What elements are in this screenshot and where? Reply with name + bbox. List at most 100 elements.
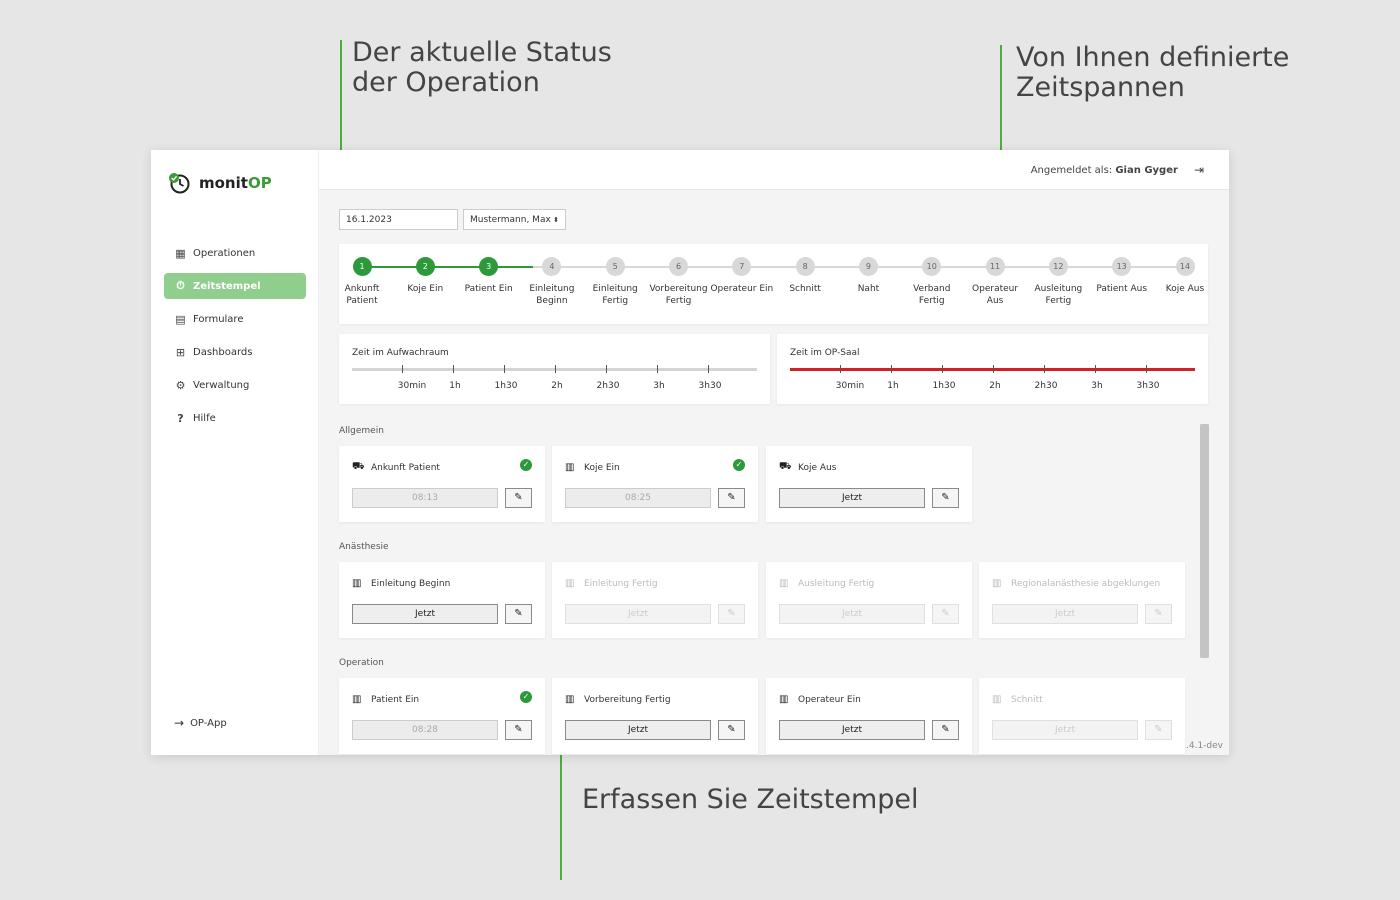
timestamp-card: ▥ Patient Ein ✓ 08:28 ✎ xyxy=(339,678,545,754)
timestamp-title: Koje Ein xyxy=(584,462,620,473)
timestamp-title: Operateur Ein xyxy=(798,694,861,705)
timestamp-card: ▥ Schnitt Jetzt ✎ xyxy=(979,678,1185,754)
sidebar-item-zeitstempel[interactable]: ⏱ Zeitstempel xyxy=(164,273,306,299)
calendar-icon: ▦ xyxy=(175,246,186,260)
building-icon: ▥ xyxy=(779,694,789,705)
section-label: Anästhesie xyxy=(339,542,389,552)
step-label: Koje Ein xyxy=(407,284,444,294)
sidebar: monitOP ▦ Operationen ⏱ Zeitstempel ▤ Fo… xyxy=(151,150,319,755)
op-app-link[interactable]: → OP-App xyxy=(174,716,227,730)
bed-icon: ⛟ xyxy=(779,461,792,472)
annotation-zeitspannen: Von Ihnen definierte Zeitspannen xyxy=(1016,43,1289,103)
timestamp-title: Regionalanästhesie abgeklungen xyxy=(1011,578,1161,589)
filters: Mustermann, Max ⬍ xyxy=(339,209,566,230)
stepper-track xyxy=(362,266,1185,268)
timestamp-card: ▥ Operateur Ein Jetzt ✎ xyxy=(766,678,972,754)
edit-icon: ✎ xyxy=(718,604,745,624)
axis-tick-label: 30min xyxy=(397,381,427,391)
building-icon: ▥ xyxy=(352,578,362,589)
timestamp-card-header: ▥ Vorbereitung Fertig xyxy=(565,694,671,705)
timestamp-card-header: ▥ Ausleitung Fertig xyxy=(779,578,874,589)
sidebar-item-label: Formulare xyxy=(193,313,244,325)
step-label: Patient Ein xyxy=(464,284,513,294)
step-11: 11 Operateur Aus xyxy=(963,257,1027,307)
axis-tick xyxy=(993,365,994,373)
date-input[interactable] xyxy=(339,209,458,230)
sidebar-item-formulare[interactable]: ▤ Formulare xyxy=(164,306,306,332)
step-label: Naht xyxy=(857,284,880,294)
check-icon: ✓ xyxy=(520,691,532,703)
edit-icon: ✎ xyxy=(1145,604,1172,624)
step-10: 10 Verband Fertig xyxy=(900,257,964,307)
step-number: 13 xyxy=(1112,257,1132,276)
now-button: Jetzt xyxy=(992,720,1138,740)
now-button: Jetzt xyxy=(992,604,1138,624)
now-button[interactable]: Jetzt xyxy=(779,488,925,508)
step-6: 6 Vorbereitung Fertig xyxy=(647,257,711,307)
sidebar-item-operationen[interactable]: ▦ Operationen xyxy=(164,240,306,266)
app-window: monitOP ▦ Operationen ⏱ Zeitstempel ▤ Fo… xyxy=(151,150,1229,755)
clock-logo-icon xyxy=(169,173,190,194)
step-number: 1 xyxy=(352,257,372,276)
axis-tick xyxy=(606,365,607,373)
patient-select[interactable]: Mustermann, Max ⬍ xyxy=(463,209,566,230)
timestamp-card: ⛟ Ankunft Patient ✓ 08:13 ✎ xyxy=(339,446,545,522)
question-icon: ? xyxy=(177,411,184,425)
axis-tick xyxy=(891,365,892,373)
edit-icon: ✎ xyxy=(1145,720,1172,740)
scrollbar-thumb[interactable] xyxy=(1200,424,1209,658)
timestamp-card-header: ▥ Operateur Ein xyxy=(779,694,861,705)
building-icon: ▥ xyxy=(992,578,1002,589)
time-span-aufwachraum: Zeit im Aufwachraum 30min 1h 1h30 2h 2h30 3h 3… xyxy=(339,334,770,404)
timestamp-value: 08:28 xyxy=(352,720,498,740)
annotation-line-status xyxy=(340,40,342,246)
edit-icon[interactable]: ✎ xyxy=(932,488,959,508)
building-icon: ▥ xyxy=(565,694,575,705)
sidebar-item-verwaltung[interactable]: ⚙ Verwaltung xyxy=(164,372,306,398)
edit-icon: ✎ xyxy=(932,604,959,624)
section-label: Allgemein xyxy=(339,426,384,436)
now-button[interactable]: Jetzt xyxy=(565,720,711,740)
axis-tick xyxy=(555,365,556,373)
axis-tick-label: 1h30 xyxy=(932,381,956,391)
timestamp-title: Patient Ein xyxy=(371,694,420,705)
timestamp-card-header: ▥ Schnitt xyxy=(992,694,1043,705)
step-3: 3 Patient Ein xyxy=(457,257,521,295)
edit-icon[interactable]: ✎ xyxy=(718,720,745,740)
step-number: 4 xyxy=(542,257,562,276)
edit-icon[interactable]: ✎ xyxy=(932,720,959,740)
axis-tick xyxy=(1146,365,1147,373)
timestamp-title: Ausleitung Fertig xyxy=(798,578,875,589)
axis-tick xyxy=(1095,365,1096,373)
axis-tick-label: 2h xyxy=(551,381,563,391)
sidebar-item-hilfe[interactable]: ? Hilfe xyxy=(164,405,306,431)
now-button[interactable]: Jetzt xyxy=(779,720,925,740)
step-number: 8 xyxy=(795,257,815,276)
building-icon: ▥ xyxy=(992,694,1002,705)
scrollbar[interactable] xyxy=(1200,424,1209,658)
form-icon: ▤ xyxy=(175,312,186,326)
now-button[interactable]: Jetzt xyxy=(352,604,498,624)
time-span-title: Zeit im Aufwachraum xyxy=(352,348,449,358)
edit-icon[interactable]: ✎ xyxy=(505,604,532,624)
step-4: 4 Einleitung Beginn xyxy=(520,257,584,307)
section-label: Operation xyxy=(339,658,384,668)
main-content: Angemeldet als: Gian Gyger ⇥ Mustermann,… xyxy=(319,150,1229,755)
axis-tick-label: 3h xyxy=(653,381,665,391)
timestamp-value: 08:13 xyxy=(352,488,498,508)
axis-tick-label: 3h xyxy=(1091,381,1103,391)
check-icon: ✓ xyxy=(733,459,745,471)
timestamp-card-header: ⛟ Ankunft Patient xyxy=(352,461,440,473)
edit-icon[interactable]: ✎ xyxy=(505,488,532,508)
step-number: 6 xyxy=(669,257,689,276)
step-label: Einleitung Fertig xyxy=(592,284,638,306)
annotation-status: Der aktuelle Status der Operation xyxy=(352,38,612,98)
logged-in-label: Angemeldet als: xyxy=(1030,164,1113,176)
sidebar-item-dashboards[interactable]: ⊞ Dashboards xyxy=(164,339,306,365)
step-number: 5 xyxy=(605,257,625,276)
logout-icon[interactable]: ⇥ xyxy=(1193,163,1204,177)
edit-icon[interactable]: ✎ xyxy=(718,488,745,508)
building-icon: ▥ xyxy=(565,462,575,473)
edit-icon[interactable]: ✎ xyxy=(505,720,532,740)
sidebar-item-label: Hilfe xyxy=(193,412,216,424)
